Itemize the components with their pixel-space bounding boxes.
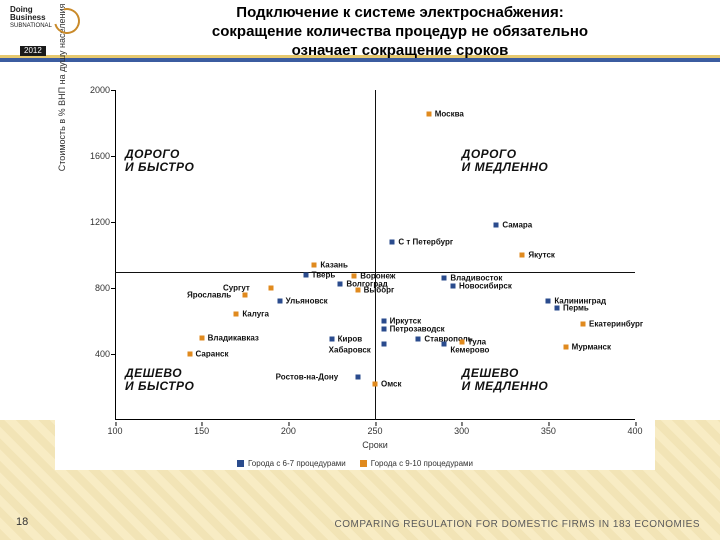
legend-label-1: Города с 6-7 процедурами bbox=[248, 459, 346, 468]
y-tick: 2000 bbox=[70, 85, 110, 95]
data-point bbox=[555, 305, 560, 310]
data-point bbox=[352, 274, 357, 279]
data-point bbox=[199, 335, 204, 340]
data-point bbox=[416, 337, 421, 342]
y-tick: 1600 bbox=[70, 151, 110, 161]
point-label: Калуга bbox=[242, 310, 269, 319]
point-label: Ярославль bbox=[187, 290, 231, 299]
data-point bbox=[312, 262, 317, 267]
data-point bbox=[426, 112, 431, 117]
data-point bbox=[303, 272, 308, 277]
data-point bbox=[581, 322, 586, 327]
point-label: Выборг bbox=[364, 285, 395, 294]
data-point bbox=[338, 281, 343, 286]
point-label: Петрозаводск bbox=[390, 325, 445, 334]
point-label: Омск bbox=[381, 379, 402, 388]
point-label: Кемерово bbox=[450, 346, 489, 355]
point-label: Ставрополь bbox=[424, 335, 472, 344]
data-point bbox=[442, 276, 447, 281]
point-label: Москва bbox=[435, 110, 464, 119]
data-point bbox=[381, 342, 386, 347]
data-point bbox=[269, 286, 274, 291]
page-number: 18 bbox=[16, 516, 28, 528]
x-tick: 250 bbox=[367, 426, 382, 436]
chart-legend: Города с 6-7 процедурами Города с 9-10 п… bbox=[237, 459, 473, 468]
point-label: Саранск bbox=[196, 350, 229, 359]
point-label: Пермь bbox=[563, 303, 589, 312]
x-tick: 200 bbox=[281, 426, 296, 436]
title-line-2: сокращение количества процедур не обязат… bbox=[100, 23, 700, 42]
y-axis-line bbox=[115, 90, 116, 420]
point-label: Тверь bbox=[312, 270, 336, 279]
point-label: Самара bbox=[502, 221, 532, 230]
point-label: Ростов-на-Дону bbox=[276, 373, 339, 382]
legend-item-g67: Города с 6-7 процедурами bbox=[237, 459, 346, 468]
title-line-1: Подключение к системе электроснабжения: bbox=[100, 4, 700, 23]
y-tick: 400 bbox=[70, 349, 110, 359]
data-point bbox=[459, 340, 464, 345]
data-point bbox=[381, 319, 386, 324]
data-point bbox=[355, 287, 360, 292]
quadrant-label-tr: ДОРОГОИ МЕДЛЕННО bbox=[462, 148, 549, 174]
data-point bbox=[187, 352, 192, 357]
x-tick: 400 bbox=[627, 426, 642, 436]
logo-line2: Business bbox=[10, 13, 46, 22]
point-label: Киров bbox=[338, 335, 363, 344]
x-tick: 150 bbox=[194, 426, 209, 436]
data-point bbox=[277, 299, 282, 304]
point-label: Хабаровск bbox=[329, 346, 371, 355]
legend-item-g910: Города с 9-10 процедурами bbox=[360, 459, 473, 468]
slide-title: Подключение к системе электроснабжения: … bbox=[100, 4, 700, 60]
point-label: Мурманск bbox=[572, 343, 611, 352]
plot-area: Стоимость в % ВНП на душу населения Срок… bbox=[115, 90, 635, 420]
data-point bbox=[329, 337, 334, 342]
y-tick: 1200 bbox=[70, 217, 110, 227]
data-point bbox=[373, 381, 378, 386]
quadrant-label-bl: ДЕШЕВОИ БЫСТРО bbox=[125, 367, 194, 393]
quadrant-label-tl: ДОРОГОИ БЫСТРО bbox=[125, 148, 194, 174]
point-label: Новосибирск bbox=[459, 282, 512, 291]
x-axis-label: Сроки bbox=[362, 440, 387, 450]
point-label: Якутск bbox=[528, 251, 555, 260]
quadrant-label-br: ДЕШЕВОИ МЕДЛЕННО bbox=[462, 367, 549, 393]
point-label: С т Петербург bbox=[398, 237, 453, 246]
title-line-3: означает сокращение сроков bbox=[100, 42, 700, 61]
x-tick: 300 bbox=[454, 426, 469, 436]
point-label: Ульяновск bbox=[286, 297, 328, 306]
data-point bbox=[494, 223, 499, 228]
logo-year: 2012 bbox=[20, 46, 46, 56]
x-tick: 350 bbox=[541, 426, 556, 436]
point-label: Екатеринбург bbox=[589, 320, 643, 329]
data-point bbox=[451, 284, 456, 289]
data-point bbox=[381, 327, 386, 332]
data-point bbox=[355, 375, 360, 380]
y-tick: 800 bbox=[70, 283, 110, 293]
doing-business-logo: Doing Business SUBNATIONAL 2012 bbox=[10, 6, 82, 56]
scatter-chart: Стоимость в % ВНП на душу населения Срок… bbox=[55, 80, 655, 470]
data-point bbox=[442, 342, 447, 347]
footer-text: COMPARING REGULATION FOR DOMESTIC FIRMS … bbox=[335, 519, 700, 530]
legend-label-2: Города с 9-10 процедурами bbox=[371, 459, 473, 468]
point-label: Владикавказ bbox=[208, 333, 259, 342]
data-point bbox=[234, 312, 239, 317]
data-point bbox=[563, 345, 568, 350]
point-label: Казань bbox=[320, 260, 348, 269]
vertical-divider bbox=[375, 90, 376, 420]
data-point bbox=[243, 292, 248, 297]
data-point bbox=[546, 299, 551, 304]
data-point bbox=[520, 253, 525, 258]
data-point bbox=[390, 239, 395, 244]
x-tick: 100 bbox=[107, 426, 122, 436]
